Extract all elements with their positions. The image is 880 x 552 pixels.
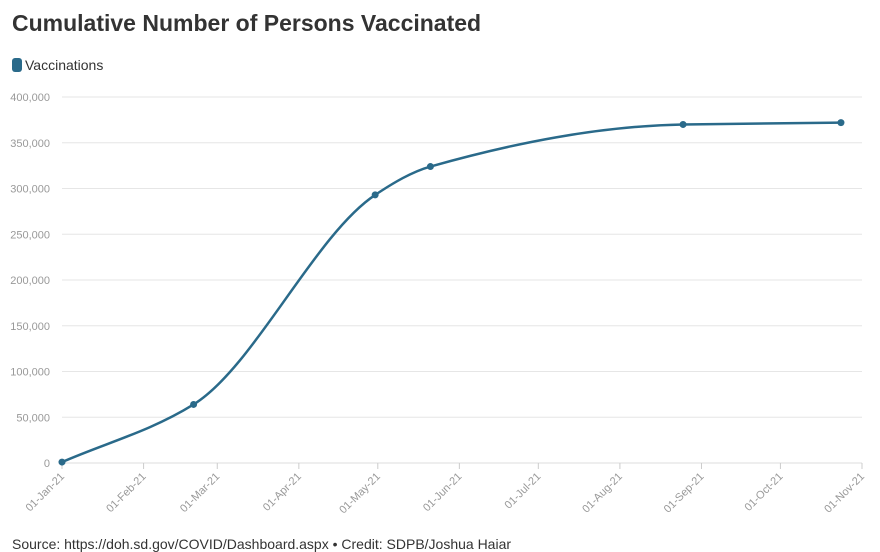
x-tick-label: 01-Jul-21 — [503, 471, 544, 512]
x-tick-label: 01-Oct-21 — [742, 471, 785, 514]
y-tick-label: 50,000 — [16, 412, 50, 424]
x-tick-label: 01-Aug-21 — [580, 471, 625, 516]
legend: Vaccinations — [12, 57, 103, 73]
x-axis-ticks: 01-Jan-21 01-Feb-21 01-Mar-21 01-Apr-21 01-M… — [24, 463, 867, 517]
data-point[interactable] — [426, 163, 434, 171]
y-tick-label: 200,000 — [10, 275, 50, 287]
y-tick-label: 0 — [44, 458, 50, 470]
legend-label: Vaccinations — [25, 57, 104, 73]
x-tick-label: 01-Jun-21 — [421, 471, 465, 515]
x-tick-label: 01-Mar-21 — [178, 471, 222, 515]
data-point[interactable] — [58, 458, 66, 466]
source-credit: Source: https://doh.sd.gov/COVID/Dashboa… — [12, 536, 512, 552]
x-tick-label: 01-Feb-21 — [104, 471, 148, 515]
y-tick-label: 250,000 — [10, 229, 50, 241]
series — [58, 119, 845, 466]
x-tick-label: 01-May-21 — [337, 471, 383, 517]
chart-title: Cumulative Number of Persons Vaccinated — [12, 10, 482, 36]
x-tick-label: 01-Sep-21 — [662, 471, 707, 516]
data-point[interactable] — [190, 400, 198, 408]
legend-swatch — [12, 58, 22, 72]
y-tick-label: 350,000 — [10, 138, 50, 150]
x-tick-label: 01-Jan-21 — [24, 471, 68, 515]
data-point[interactable] — [679, 120, 687, 128]
x-tick-label: 01-Nov-21 — [822, 471, 867, 516]
data-point[interactable] — [371, 191, 379, 199]
y-tick-label: 300,000 — [10, 184, 50, 196]
series-line — [61, 121, 841, 464]
x-tick-label: 01-Apr-21 — [261, 471, 304, 514]
gridlines — [62, 96, 862, 418]
y-tick-label: 400,000 — [10, 92, 50, 104]
y-tick-label: 100,000 — [10, 367, 50, 379]
y-axis-ticks: 0 50,000 100,000 150,000 200,000 250,000 300,0… — [10, 92, 50, 470]
y-tick-label: 150,000 — [10, 321, 50, 333]
data-point[interactable] — [837, 119, 845, 127]
